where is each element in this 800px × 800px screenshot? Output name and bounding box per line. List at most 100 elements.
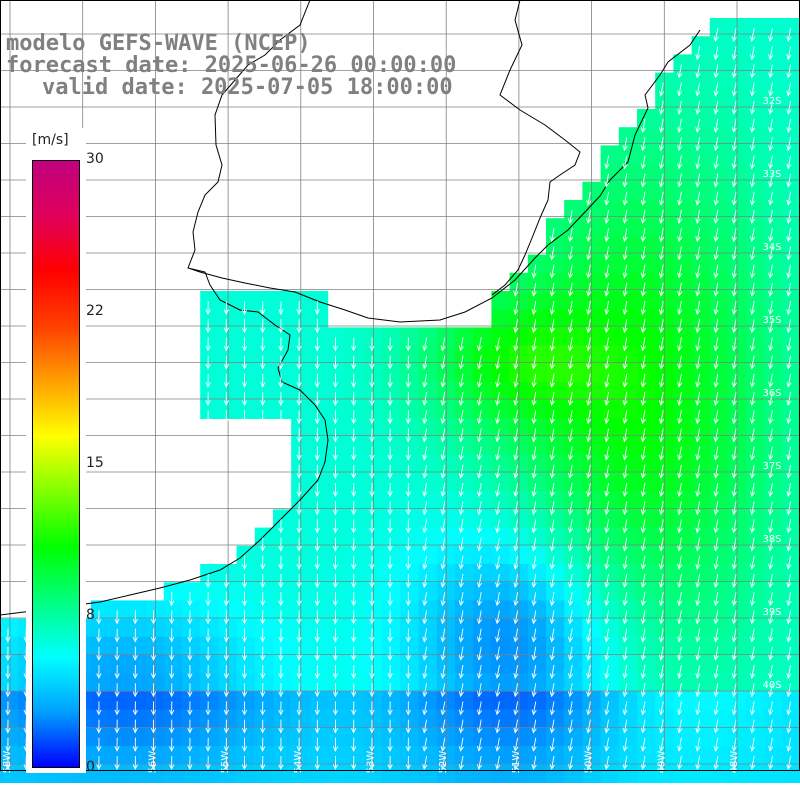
wind-cell: [382, 491, 401, 510]
wind-arrow-head: [476, 582, 483, 589]
wind-cell: [782, 473, 800, 492]
wind-arrow: [714, 300, 719, 315]
wind-arrow: [623, 446, 628, 460]
wind-arrow-head: [695, 673, 701, 680]
wind-arrow-head: [604, 709, 610, 716]
wind-arrow-head: [495, 691, 501, 698]
wind-arrow: [478, 537, 482, 551]
wind-arrow-head: [731, 600, 737, 607]
wind-cell: [91, 691, 110, 711]
wind-cell: [600, 272, 620, 292]
wind-arrow: [660, 300, 664, 315]
wind-cell: [746, 527, 765, 547]
wind-cell: [691, 454, 711, 474]
wind-arrow-head: [314, 618, 320, 625]
wind-arrow-head: [549, 381, 555, 388]
wind-arrow: [769, 464, 773, 478]
wind-arrow-head: [731, 36, 737, 43]
wind-arrow: [769, 191, 773, 205]
wind-arrow-head: [314, 746, 320, 752]
wind-arrow-head: [713, 381, 719, 388]
wind-arrow-head: [332, 618, 339, 625]
wind-arrow-head: [187, 709, 193, 716]
wind-cell: [473, 600, 492, 620]
wind-cell: [473, 436, 492, 456]
wind-cell: [564, 527, 583, 547]
wind-arrow: [787, 300, 792, 315]
wind-arrow: [569, 264, 573, 278]
wind-arrow: [733, 300, 737, 315]
wind-cell: [54, 636, 74, 656]
title-model: modelo GEFS-WAVE (NCEP): [6, 31, 311, 56]
wind-arrow: [478, 446, 482, 460]
wind-cell: [400, 327, 420, 347]
wind-cell: [673, 582, 693, 601]
wind-cell: [564, 200, 583, 219]
wind-arrow-head: [351, 473, 357, 479]
wind-cell: [527, 382, 547, 401]
wind-arrow: [496, 428, 500, 442]
wind-arrow-head: [567, 745, 574, 752]
wind-arrow-head: [677, 108, 683, 115]
wind-arrow: [569, 664, 573, 679]
wind-arrow-head: [586, 618, 592, 625]
wind-arrow-head: [713, 218, 719, 225]
wind-arrow: [514, 701, 519, 715]
wind-arrow-head: [369, 473, 375, 479]
wind-arrow: [423, 592, 428, 606]
wind-cell: [182, 691, 201, 711]
wind-cell: [527, 454, 547, 474]
wind-arrow: [678, 137, 682, 151]
wind-arrow: [751, 592, 755, 606]
wind-cell: [54, 764, 74, 783]
wind-arrow: [514, 337, 519, 351]
wind-cell: [637, 436, 656, 456]
wind-arrow-head: [114, 746, 120, 752]
longitude-label: 57W: [75, 751, 86, 774]
wind-cell: [691, 473, 711, 492]
wind-cell: [400, 636, 420, 656]
wind-arrow-head: [786, 363, 792, 370]
wind-arrow-head: [241, 727, 248, 734]
wind-arrow: [496, 337, 500, 351]
wind-arrow: [660, 337, 664, 351]
wind-arrow-head: [786, 454, 792, 461]
wind-cell: [582, 764, 602, 783]
wind-arrow: [496, 501, 500, 515]
wind-cell: [218, 764, 238, 783]
wind-cell: [564, 473, 583, 492]
wind-arrow: [714, 555, 719, 569]
wind-arrow: [514, 628, 519, 642]
wind-arrow-head: [422, 418, 428, 425]
wind-cell: [673, 90, 693, 110]
wind-arrow: [441, 555, 446, 569]
wind-arrow-head: [278, 655, 284, 661]
wind-arrow-head: [314, 691, 320, 698]
wind-arrow-head: [622, 764, 628, 771]
wind-arrow-head: [640, 309, 646, 316]
wind-cell: [400, 727, 420, 747]
wind-arrow-head: [640, 218, 646, 225]
wind-arrow-head: [695, 127, 701, 134]
wind-cell: [418, 436, 438, 456]
wind-arrow: [623, 337, 628, 351]
wind-arrow-head: [768, 381, 774, 388]
wind-arrow-head: [513, 582, 519, 589]
wind-arrow-head: [278, 345, 284, 352]
wind-arrow-head: [114, 618, 120, 625]
wind-arrow: [751, 446, 755, 460]
wind-arrow-head: [495, 400, 501, 407]
wind-cell: [491, 727, 511, 747]
wind-arrow: [733, 100, 737, 114]
wind-arrow-head: [677, 236, 683, 243]
wind-arrow-head: [495, 618, 501, 625]
wind-arrow: [460, 446, 464, 460]
longitude-label: 56W: [147, 751, 158, 774]
wind-cell: [236, 655, 256, 674]
wind-arrow-head: [169, 709, 175, 716]
wind-arrow-head: [786, 436, 792, 443]
wind-arrow-head: [749, 618, 756, 625]
wind-arrow: [660, 501, 664, 515]
wind-arrow-head: [476, 400, 483, 407]
wind-arrow-head: [440, 509, 446, 516]
